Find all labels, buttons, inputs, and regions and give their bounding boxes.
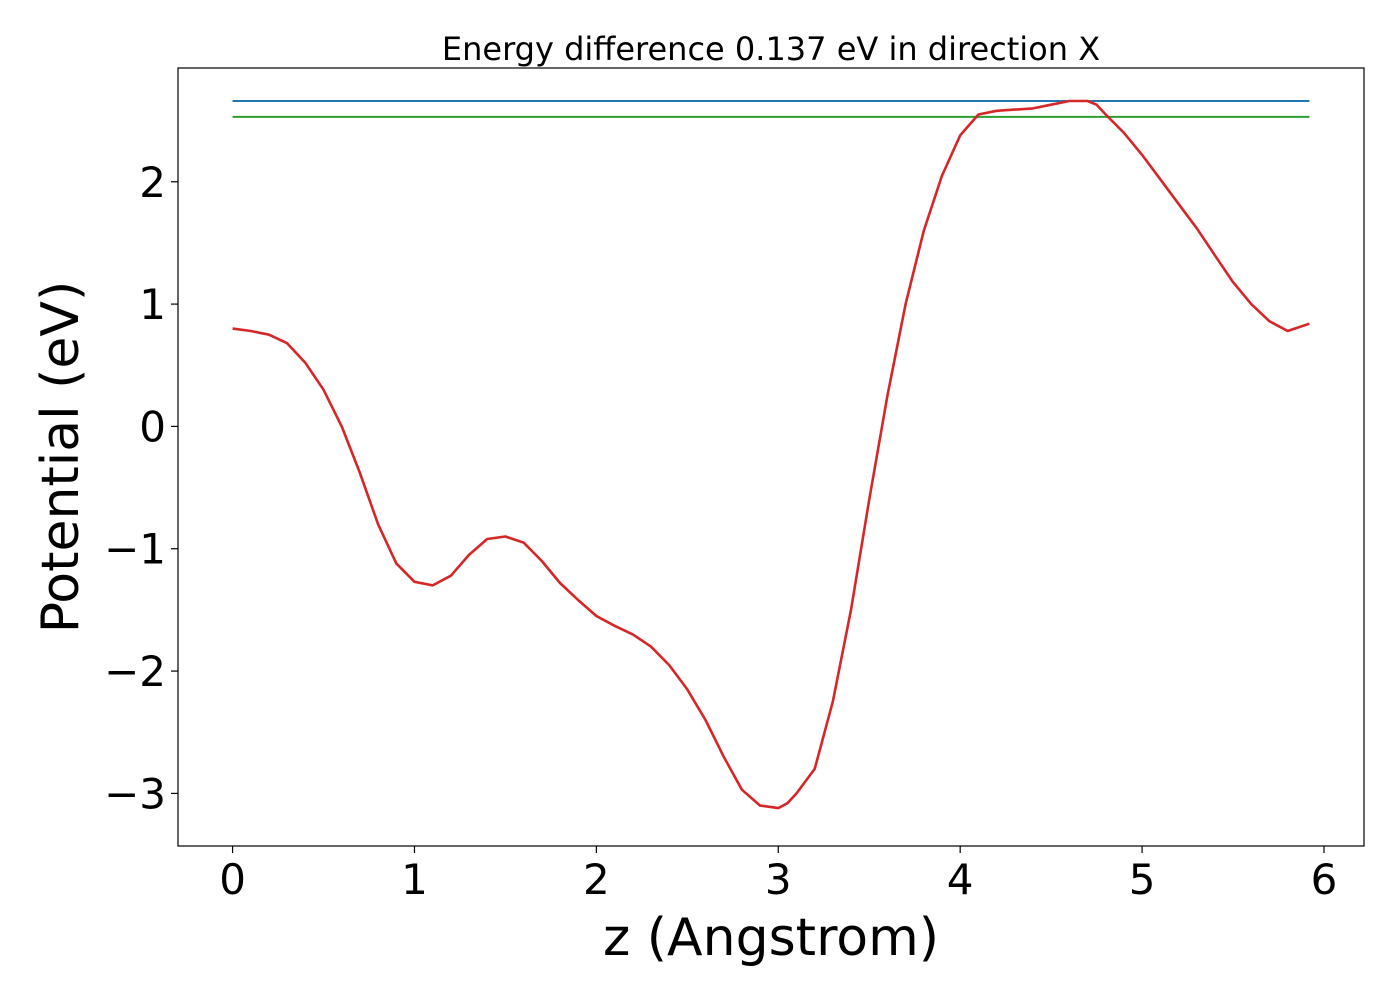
plot-frame [177, 67, 1365, 847]
y-tick-label: −2 [104, 647, 166, 696]
y-tick-label: 2 [139, 158, 166, 207]
x-axis-label: z (Angstrom) [603, 908, 939, 968]
x-axis: 0 1 2 3 4 5 6 [219, 846, 1337, 904]
x-tick-label: 0 [219, 855, 246, 904]
y-tick-label: −3 [104, 769, 166, 818]
x-tick-label: 3 [765, 855, 792, 904]
x-tick-label: 6 [1311, 855, 1338, 904]
y-axis-label: Potential (eV) [31, 281, 91, 633]
y-axis: −3 −2 −1 0 1 2 [104, 158, 178, 818]
x-tick-label: 1 [401, 855, 428, 904]
series-layer [232, 99, 1310, 810]
y-tick-label: −1 [104, 525, 166, 574]
x-tick-label: 2 [583, 855, 610, 904]
reference-lines [232, 100, 1310, 118]
chart-title: Energy difference 0.137 eV in direction … [442, 30, 1100, 68]
plot-area [178, 68, 1364, 846]
x-tick-label: 4 [947, 855, 974, 904]
y-tick-label: 1 [139, 280, 166, 329]
series-line-1 [232, 99, 1310, 810]
x-tick-label: 5 [1129, 855, 1156, 904]
y-tick-label: 0 [139, 402, 166, 451]
